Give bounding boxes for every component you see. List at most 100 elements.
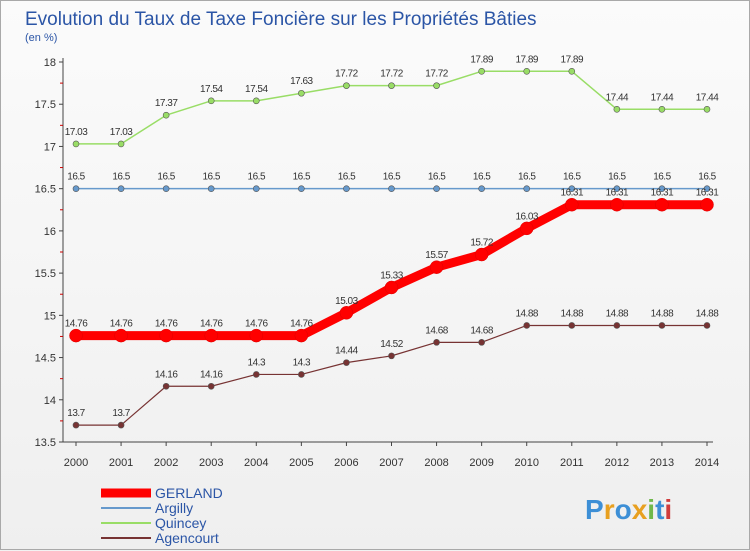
data-label-agencourt: 14.88 <box>696 308 719 319</box>
data-label-argilly: 16.5 <box>473 172 491 183</box>
data-point-gerland <box>474 247 489 262</box>
chart-subtitle: (en %) <box>25 32 57 44</box>
series-quincey: 17.03 17.03 17.37 17.54 17.54 17.63 17.72 17.72… <box>65 54 720 148</box>
data-label-agencourt: 13.7 <box>112 408 130 419</box>
data-point-agencourt <box>703 322 711 329</box>
data-point-quincey <box>343 82 350 89</box>
chart-title: Evolution du Taux de Taxe Foncière sur l… <box>25 9 537 30</box>
data-point-argilly <box>523 185 531 192</box>
data-label-argilly: 16.5 <box>563 172 581 183</box>
data-point-argilly <box>162 185 170 192</box>
series-layer: 17.03 17.03 17.37 17.54 17.54 17.63 17.72 17.72… <box>65 54 720 429</box>
data-label-gerland: 16.31 <box>561 188 584 199</box>
data-label-agencourt: 14.88 <box>561 308 584 319</box>
data-point-gerland <box>249 328 264 343</box>
data-label-gerland: 16.31 <box>606 188 629 199</box>
y-tick-label: 18 <box>44 57 56 69</box>
data-point-gerland <box>114 328 128 343</box>
x-tick-label: 2001 <box>109 457 133 469</box>
data-label-quincey: 17.03 <box>65 127 88 138</box>
data-point-quincey <box>568 67 576 75</box>
data-point-gerland <box>339 306 354 320</box>
x-tick-label: 2012 <box>605 457 629 469</box>
data-point-agencourt <box>207 382 215 390</box>
data-label-argilly: 16.5 <box>653 172 671 183</box>
data-label-argilly: 16.5 <box>383 172 401 183</box>
x-tick-label: 2014 <box>695 457 719 469</box>
data-label-agencourt: 14.44 <box>335 346 358 357</box>
data-label-agencourt: 14.52 <box>380 339 403 350</box>
y-tick-label: 17.5 <box>35 99 56 111</box>
data-point-argilly <box>117 185 125 192</box>
y-tick-label: 15 <box>44 310 56 322</box>
data-label-agencourt: 14.3 <box>293 357 311 368</box>
data-label-gerland: 15.03 <box>335 296 358 307</box>
data-point-agencourt <box>117 421 125 429</box>
y-tick-label: 14 <box>44 395 56 407</box>
data-point-quincey <box>478 67 485 75</box>
data-label-agencourt: 14.16 <box>200 369 223 380</box>
data-label-gerland: 15.33 <box>380 270 403 281</box>
data-point-argilly <box>298 185 305 192</box>
data-point-gerland <box>204 328 218 343</box>
logo-letter: r <box>604 494 615 525</box>
data-point-agencourt <box>658 322 666 329</box>
y-tick-label: 16 <box>44 226 56 238</box>
data-label-argilly: 16.5 <box>112 172 130 183</box>
y-tick-label: 15.5 <box>35 268 56 280</box>
data-label-gerland: 14.76 <box>65 319 88 330</box>
data-label-argilly: 16.5 <box>518 172 536 183</box>
data-label-argilly: 16.5 <box>248 172 266 183</box>
logo-letter: o <box>615 494 632 525</box>
data-point-gerland <box>700 197 714 212</box>
data-point-quincey <box>388 82 395 89</box>
data-label-argilly: 16.5 <box>157 172 175 183</box>
x-tick-label: 2007 <box>379 457 403 469</box>
data-point-quincey <box>613 105 621 113</box>
data-label-quincey: 17.37 <box>155 98 178 109</box>
data-point-agencourt <box>162 382 170 390</box>
data-point-gerland <box>429 260 444 274</box>
data-label-gerland: 14.76 <box>155 319 178 330</box>
data-point-argilly <box>343 185 350 192</box>
x-tick-label: 2000 <box>64 457 88 469</box>
data-label-quincey: 17.44 <box>606 92 629 103</box>
data-point-argilly <box>433 185 440 192</box>
data-label-agencourt: 14.68 <box>470 325 493 336</box>
data-label-argilly: 16.5 <box>698 172 716 183</box>
data-label-quincey: 17.03 <box>110 127 133 138</box>
data-label-argilly: 16.5 <box>428 172 446 183</box>
x-tick-label: 2002 <box>154 457 178 469</box>
data-point-gerland <box>655 197 669 212</box>
data-point-gerland <box>384 280 399 295</box>
logo-letter: P <box>585 494 604 525</box>
data-label-gerland: 14.76 <box>200 319 223 330</box>
data-label-argilly: 16.5 <box>202 172 220 183</box>
data-label-argilly: 16.5 <box>338 172 356 183</box>
data-point-agencourt <box>433 339 440 346</box>
data-label-quincey: 17.44 <box>696 92 719 103</box>
series-argilly: 16.5 16.5 16.5 16.5 16.5 16.5 16.5 16.5 16.5 16.5… <box>67 172 717 192</box>
data-point-gerland <box>610 197 624 212</box>
data-point-agencourt <box>252 371 260 378</box>
data-point-quincey <box>298 89 305 97</box>
data-point-argilly <box>658 185 666 192</box>
data-point-agencourt <box>343 359 350 366</box>
data-point-gerland <box>565 197 579 212</box>
y-tick-label: 16.5 <box>35 184 56 196</box>
axes: 13.5 14 14.5 15 15.5 16 16.5 17 17.5 18 2000 2001 20… <box>35 57 720 469</box>
data-point-quincey <box>162 111 170 119</box>
data-label-agencourt: 13.7 <box>67 408 85 419</box>
data-point-argilly <box>72 185 80 192</box>
data-point-gerland <box>69 328 83 343</box>
data-label-gerland: 14.76 <box>110 319 133 330</box>
data-point-argilly <box>568 185 576 192</box>
data-label-argilly: 16.5 <box>608 172 626 183</box>
data-label-agencourt: 14.88 <box>515 308 538 319</box>
data-label-quincey: 17.89 <box>470 54 493 65</box>
data-point-quincey <box>433 82 440 89</box>
data-label-agencourt: 14.3 <box>248 357 266 368</box>
